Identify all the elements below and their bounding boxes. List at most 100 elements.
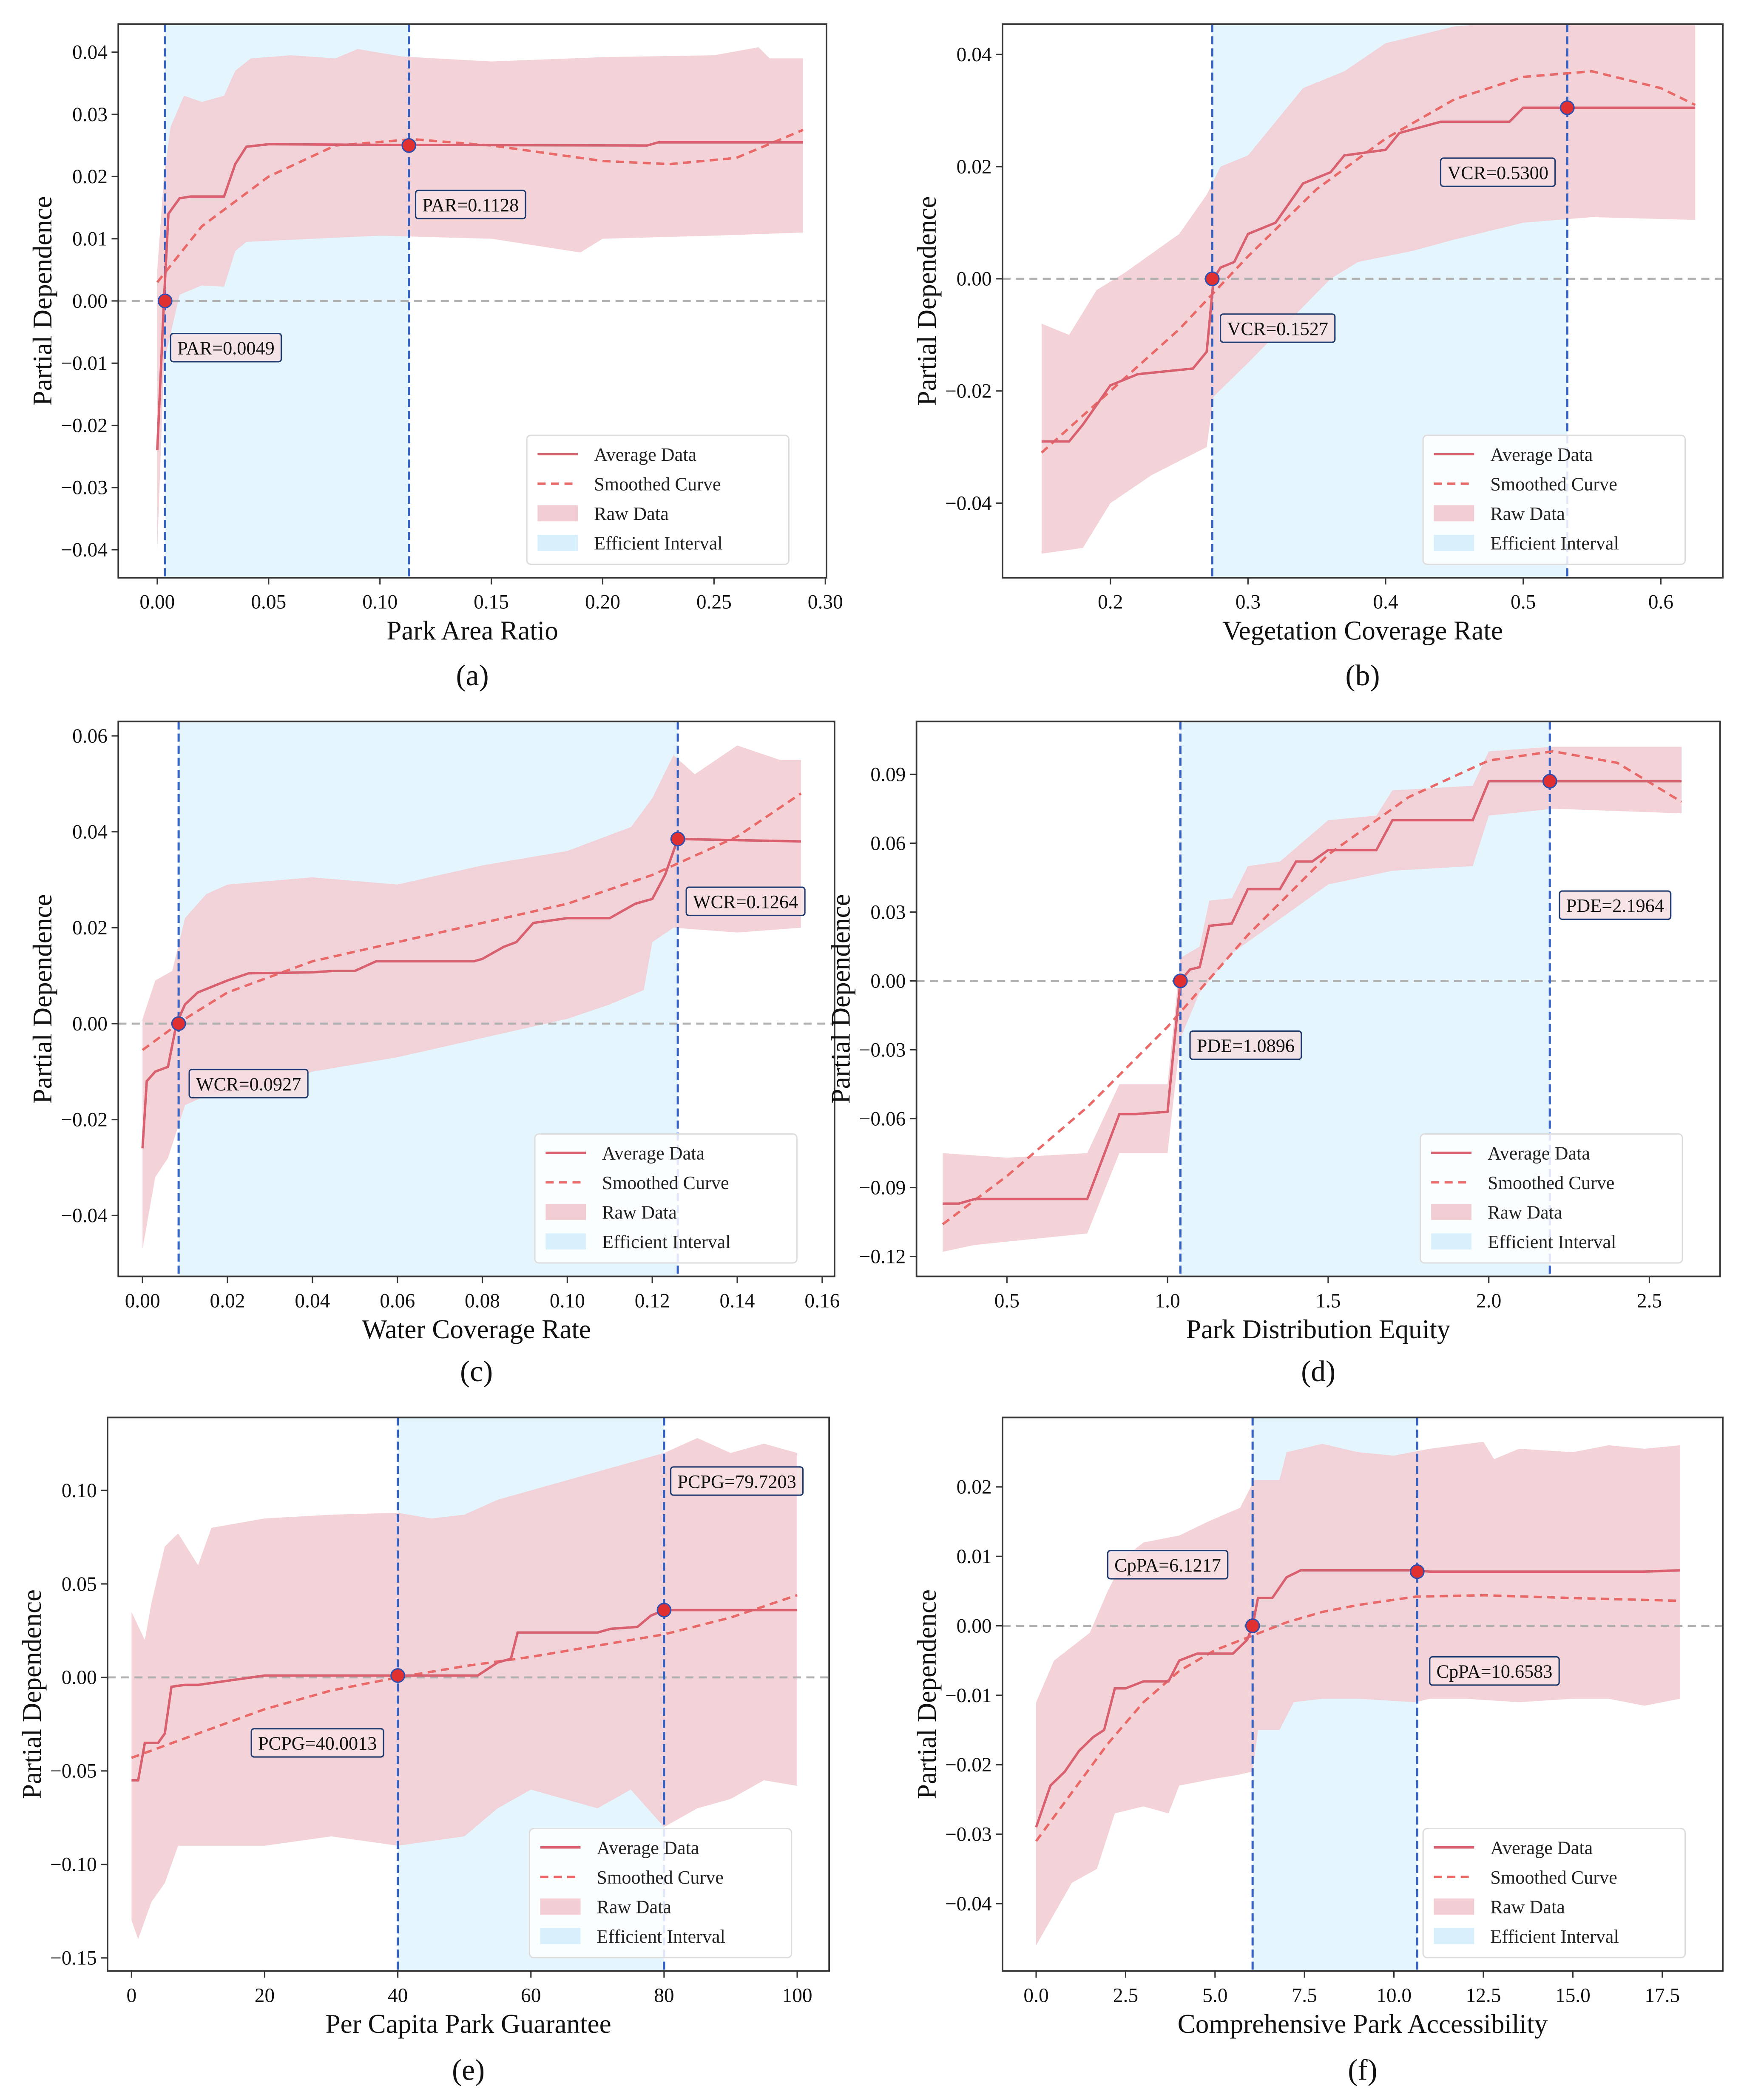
axes-frame [107,1416,830,1972]
x-axis-label: Park Area Ratio [386,616,558,645]
panel-label: (e) [452,2054,485,2087]
y-tick-label: −0.01 [61,352,108,375]
legend-smoothed-curve: Smoothed Curve [540,1867,724,1888]
x-tick-label: 7.5 [1292,1984,1317,2006]
y-tick-label: −0.04 [61,1205,108,1227]
raw-data-band [157,47,803,550]
legend-label: Efficient Interval [1490,1926,1619,1947]
average-data-line [156,141,803,451]
legend-box [534,1133,798,1264]
threshold-annotation-2: VCR=0.5300 [1440,157,1556,187]
y-tick-label: −0.09 [859,1177,906,1199]
threshold-point-1 [171,1016,186,1031]
threshold-annotation-1: PAR=0.0049 [170,332,282,363]
threshold-annotation-1: WCR=0.0927 [188,1069,309,1098]
legend-smoothed-curve: Smoothed Curve [545,1172,729,1193]
y-tick-label: 0.00 [62,1667,97,1689]
y-tick-label: 0.04 [72,42,108,64]
y-tick-label: 0.03 [870,901,906,923]
x-tick-label: 12.5 [1466,1984,1501,2006]
x-tick-label: 0.06 [380,1290,415,1312]
annotation-text: CpPA=10.6583 [1437,1661,1553,1682]
y-tick-label: 0.02 [957,156,992,178]
y-tick-label: 0.03 [72,104,108,126]
x-tick-label: 0.02 [210,1290,245,1312]
legend: Average Data Smoothed Curve Raw Data Effici… [1422,1828,1686,1958]
x-tick-label: 0.15 [474,591,509,613]
legend-smoothed-curve: Smoothed Curve [1434,1867,1617,1888]
legend-label: Efficient Interval [1488,1232,1616,1252]
legend-average-data: Average Data [545,1143,705,1164]
x-tick-label: 0.4 [1373,591,1398,613]
legend-raw-data: Raw Data [540,1897,671,1918]
legend-label: Raw Data [1488,1202,1562,1223]
x-axis-label: Water Coverage Rate [362,1314,591,1344]
y-tick-label: −0.06 [859,1108,906,1130]
x-tick-label: 0.14 [720,1290,755,1312]
legend-label: Average Data [597,1838,699,1859]
legend-swatch [1431,1203,1471,1220]
x-tick-label: 0.20 [585,591,620,613]
y-tick-label: 0.00 [957,268,992,290]
y-tick-label: 0.02 [72,166,108,188]
x-tick-label: 0.0 [1023,1984,1048,2006]
x-tick-label: 0.6 [1648,591,1673,613]
legend-efficient-interval: Efficient Interval [537,533,723,554]
legend: Average Data Smoothed Curve Raw Data Effici… [1422,434,1686,565]
y-axis-label: Partial Dependence [28,894,57,1104]
x-tick-label: 2.5 [1113,1984,1138,2006]
legend-label: Efficient Interval [597,1926,725,1947]
x-tick-label: 0.00 [139,591,175,613]
y-axis-label: Partial Dependence [912,196,942,406]
threshold-annotation-2: PCPG=79.7203 [670,1466,804,1496]
legend-label: Smoothed Curve [1490,1867,1617,1888]
x-tick-label: 100 [782,1984,812,2006]
x-tick-label: 15.0 [1555,1984,1591,2006]
threshold-annotation-2: CpPA=10.6583 [1429,1656,1560,1686]
smoothed-curve-line [942,750,1682,1226]
x-axis-label: Park Distribution Equity [1186,1314,1451,1344]
chart-panel-a: PAR=0.0049 PAR=0.1128 0.00 0.05 0.10 0.15 0.20… [28,23,843,692]
legend: Average Data Smoothed Curve Raw Data Effici… [1420,1133,1683,1264]
annotation-text: WCR=0.0927 [196,1074,301,1095]
panel-label: (f) [1348,2054,1377,2087]
x-tick-label: 20 [255,1984,275,2006]
x-tick-label: 0.00 [125,1290,160,1312]
legend-label: Efficient Interval [602,1232,731,1252]
panel-label: (d) [1301,1355,1335,1388]
annotation-text: WCR=0.1264 [693,891,798,912]
x-tick-label: 0.08 [465,1290,500,1312]
raw-data-band [943,746,1682,1252]
threshold-point-1 [1173,973,1188,988]
legend-label: Raw Data [1490,503,1565,524]
y-tick-label: 0.02 [72,917,108,939]
legend-label: Raw Data [602,1202,677,1223]
x-tick-label: 5.0 [1202,1984,1227,2006]
y-tick-label: −0.04 [61,539,108,561]
threshold-point-1 [1204,271,1220,287]
x-tick-label: 2.5 [1637,1290,1662,1312]
legend-label: Average Data [1490,444,1593,465]
smoothed-curve-line [1035,1594,1680,1842]
threshold-annotation-2: PAR=0.1128 [415,190,526,219]
legend-label: Smoothed Curve [602,1172,729,1193]
chart-panel-e: PCPG=40.0013 PCPG=79.7203 0 20 40 60 80 100 −0.1… [17,1416,830,2087]
y-tick-label: 0.06 [72,725,108,747]
y-tick-label: −0.03 [61,477,108,499]
legend-label: Smoothed Curve [1488,1172,1615,1193]
y-tick-label: −0.03 [945,1824,992,1846]
x-tick-label: 0.16 [804,1290,840,1312]
legend-label: Smoothed Curve [597,1867,724,1888]
axes-frame [117,721,835,1277]
y-tick-label: −0.15 [50,1947,97,1969]
smoothed-curve-line [156,128,804,283]
plot-area [1002,24,1723,578]
annotation-text: PCPG=40.0013 [258,1733,377,1754]
x-tick-label: 0.5 [1511,591,1536,613]
legend-box [1422,434,1686,565]
raw-data-band [1041,24,1696,554]
raw-data-band [142,745,801,1249]
x-tick-label: 0.05 [251,591,286,613]
y-tick-label: −0.02 [945,380,992,403]
